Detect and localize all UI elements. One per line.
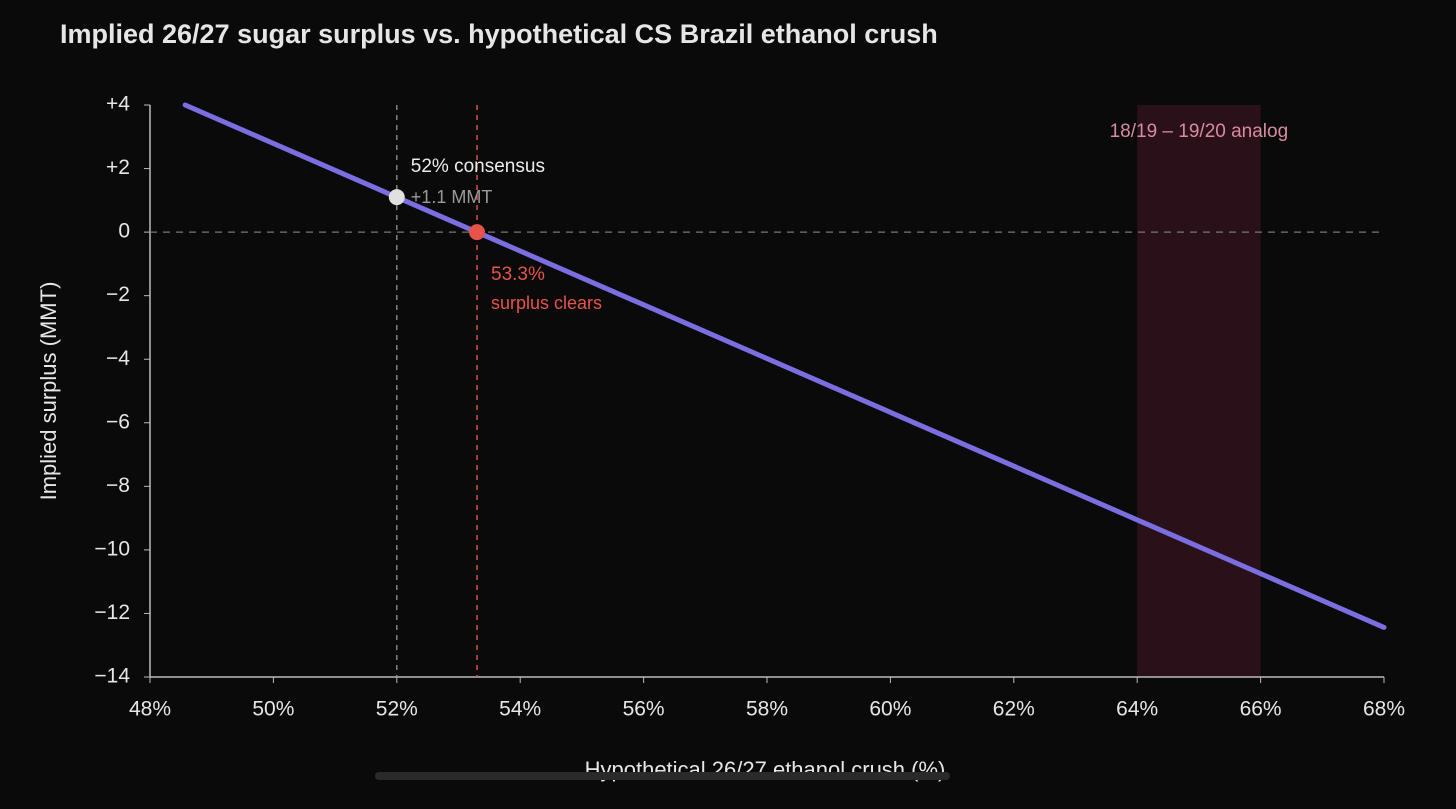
analog-label: 18/19 – 19/20 analog	[1110, 121, 1289, 142]
y-axis-label: Implied surplus (MMT)	[36, 282, 61, 501]
y-tick-label: −4	[106, 347, 130, 370]
y-tick-label: 0	[118, 220, 130, 243]
y-tick-label: −8	[106, 474, 130, 497]
y-tick-label: +2	[106, 156, 130, 179]
x-tick-label: 62%	[993, 698, 1035, 721]
y-tick-label: +4	[106, 93, 130, 116]
x-tick-label: 50%	[252, 698, 294, 721]
x-tick-label: 60%	[869, 698, 911, 721]
x-tick-label: 56%	[623, 698, 665, 721]
chart-title: Implied 26/27 sugar surplus vs. hypothet…	[60, 19, 938, 49]
x-tick-label: 52%	[376, 698, 418, 721]
analog-band	[1137, 105, 1261, 677]
x-tick-label: 58%	[746, 698, 788, 721]
y-tick-label: −2	[106, 283, 130, 306]
x-tick-label: 64%	[1116, 698, 1158, 721]
y-tick-label: −14	[94, 665, 130, 688]
marker-label: 52% consensus	[411, 156, 545, 177]
x-tick-label: 68%	[1363, 698, 1405, 721]
marker-value-label: +1.1 MMT	[411, 187, 493, 207]
y-tick-label: −6	[106, 410, 130, 433]
marker-point	[388, 189, 405, 206]
y-tick-label: −10	[94, 537, 130, 560]
scrollbar	[375, 772, 950, 780]
x-tick-label: 54%	[499, 698, 541, 721]
x-tick-label: 48%	[129, 698, 171, 721]
x-tick-label: 66%	[1240, 698, 1282, 721]
marker-label: 53.3%	[491, 264, 545, 285]
marker-point	[469, 224, 486, 241]
y-tick-label: −12	[94, 601, 130, 624]
line-series	[182, 102, 1387, 630]
marker-note: surplus clears	[491, 293, 602, 313]
